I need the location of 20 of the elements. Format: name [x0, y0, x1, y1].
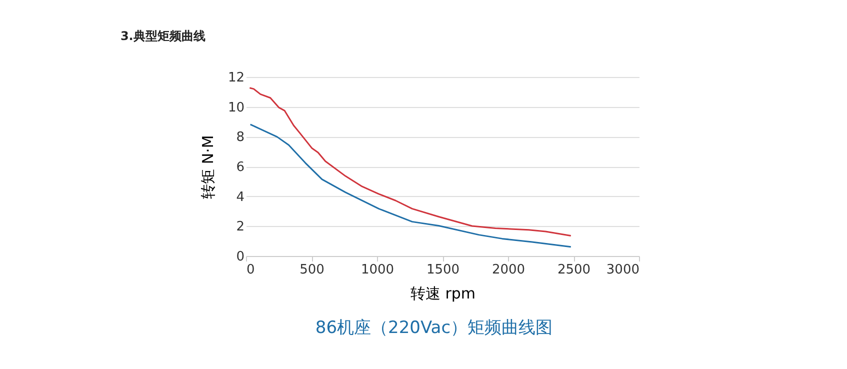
x-axis-title: 转速 rpm: [410, 284, 476, 302]
x-tick-label: 1000: [360, 262, 394, 278]
chart-title: 3.典型矩频曲线: [120, 29, 206, 43]
y-tick-label: 12: [228, 70, 244, 86]
y-tick-label: 4: [236, 190, 244, 205]
x-tick-label: 2500: [557, 262, 591, 278]
x-tick-label: 500: [300, 262, 324, 278]
x-tick-label: 2000: [492, 262, 526, 278]
y-tick-label: 2: [236, 220, 244, 235]
y-tick-label: 10: [228, 100, 244, 116]
x-tick-label: 0: [246, 262, 255, 278]
y-axis-title: 转矩 N·M: [198, 135, 217, 199]
y-tick-label: 0: [236, 250, 244, 264]
line-series: [248, 87, 572, 236]
x-tick-label: 1500: [426, 262, 460, 278]
line-series: [250, 124, 572, 248]
y-tick-label: 8: [236, 130, 244, 146]
x-tick-label: 3000: [606, 262, 640, 278]
y-tick-label: 6: [236, 160, 244, 175]
text: 86机座（220Vac）矩频曲线图: [315, 318, 553, 338]
